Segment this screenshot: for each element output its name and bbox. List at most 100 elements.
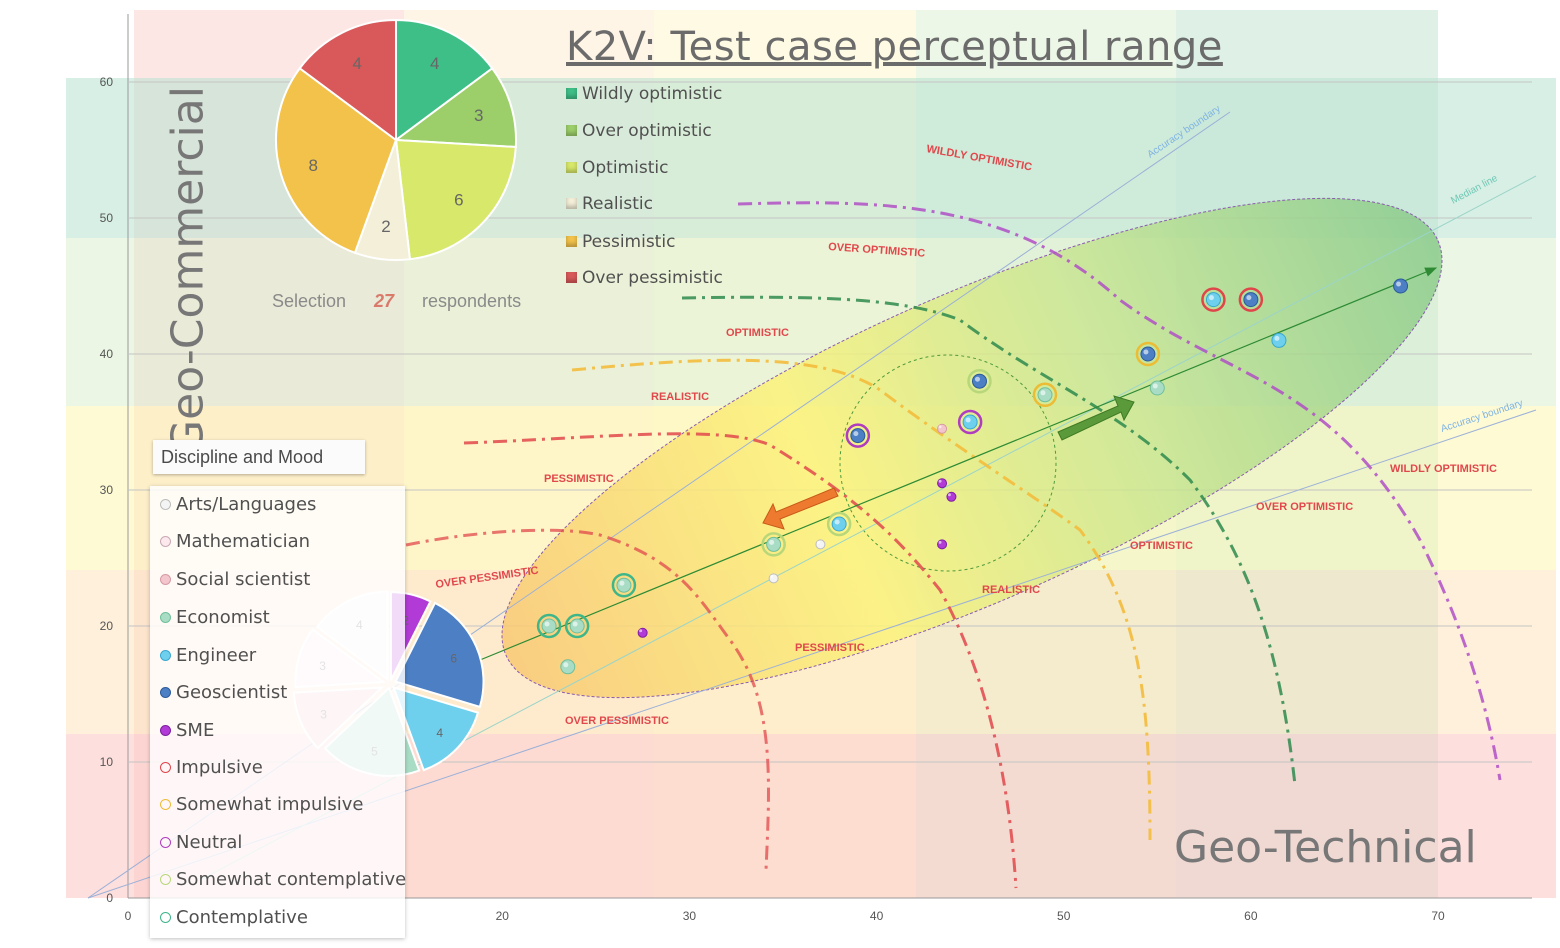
y-tick-label: 10 bbox=[100, 755, 114, 769]
legend-label: Optimistic bbox=[582, 158, 669, 178]
point-highlight bbox=[938, 425, 942, 429]
point-highlight bbox=[1152, 383, 1158, 389]
bias-pie-chart: 4 3 6 2 8 4 bbox=[275, 18, 517, 261]
point-marker bbox=[1037, 387, 1053, 403]
data-point bbox=[611, 572, 637, 598]
point-highlight bbox=[965, 417, 971, 423]
data-point bbox=[967, 368, 992, 394]
point-highlight bbox=[853, 431, 859, 437]
point-marker bbox=[1140, 346, 1156, 362]
data-point bbox=[536, 613, 562, 639]
legend-label: Wildly optimistic bbox=[582, 84, 723, 104]
pie-slice-label: 2 bbox=[381, 217, 390, 236]
point-marker bbox=[768, 573, 779, 584]
y-tick-label: 30 bbox=[100, 483, 114, 497]
pie-slice-label: 8 bbox=[308, 156, 317, 175]
data-point bbox=[937, 423, 948, 434]
legend-item-over-pessimistic: Over pessimistic bbox=[566, 268, 723, 288]
legend-swatch bbox=[566, 162, 577, 173]
x-tick-label: 20 bbox=[496, 909, 510, 923]
legend-label: Over optimistic bbox=[582, 121, 712, 141]
mood-ring bbox=[1201, 287, 1226, 312]
pie-slice bbox=[393, 66, 517, 149]
legend-swatch bbox=[566, 198, 577, 209]
legend-label: SME bbox=[176, 720, 215, 741]
point-marker bbox=[1271, 332, 1287, 348]
point-marker bbox=[1205, 292, 1221, 308]
pie-slice bbox=[395, 18, 494, 142]
point-marker bbox=[972, 373, 987, 389]
zone-label-lower-1: OVER OPTIMISTIC bbox=[1256, 501, 1353, 513]
mood-item-somewhat-contemplative: Somewhat contemplative bbox=[160, 869, 406, 890]
zone-label-lower-3: REALISTIC bbox=[982, 584, 1040, 596]
x-tick-label: 0 bbox=[125, 909, 132, 923]
legend-label: Economist bbox=[176, 607, 270, 628]
pie-slice-label: 4 bbox=[436, 726, 443, 740]
point-highlight bbox=[947, 493, 951, 497]
point-highlight bbox=[1246, 295, 1252, 301]
tick-labels: 0 10 20 30 40 50 60 0 20 30 40 50 60 70 bbox=[100, 75, 1445, 923]
mood-ring bbox=[1238, 287, 1264, 312]
legend-marker bbox=[160, 650, 171, 661]
mood-item-geoscientist: Geoscientist bbox=[160, 682, 287, 703]
mood-item-impulsive: Impulsive bbox=[160, 757, 263, 778]
pie-slice-label: 4 bbox=[352, 54, 361, 73]
point-highlight bbox=[769, 539, 775, 545]
legend-label: Over pessimistic bbox=[582, 268, 723, 288]
data-point bbox=[768, 573, 779, 584]
data-point bbox=[845, 423, 871, 448]
point-marker bbox=[1393, 278, 1409, 294]
legend-label: Impulsive bbox=[176, 757, 263, 778]
pie-slice-label: 2 bbox=[402, 613, 409, 627]
legend-label: Engineer bbox=[176, 645, 257, 666]
y-tick-label: 20 bbox=[100, 619, 114, 633]
legend-item-wildly-optimistic: Wildly optimistic bbox=[566, 84, 722, 104]
point-marker bbox=[937, 423, 948, 434]
data-point bbox=[1135, 341, 1161, 367]
point-highlight bbox=[639, 629, 643, 633]
data-point bbox=[957, 409, 983, 435]
legend-label: Mathematician bbox=[176, 531, 311, 552]
selection-label: Selection bbox=[272, 291, 347, 311]
point-marker bbox=[766, 536, 782, 552]
legend-item-optimistic: Optimistic bbox=[566, 158, 668, 178]
data-point bbox=[1393, 278, 1409, 294]
data-point bbox=[1032, 382, 1058, 408]
x-tick-label: 70 bbox=[1431, 909, 1445, 923]
point-highlight bbox=[975, 376, 980, 382]
legend-label: Geoscientist bbox=[176, 682, 288, 703]
legend-swatch bbox=[566, 125, 577, 136]
pie-slice bbox=[392, 685, 480, 772]
legend-marker bbox=[160, 536, 171, 547]
legend-label: Arts/Languages bbox=[176, 494, 317, 515]
point-highlight bbox=[1208, 295, 1214, 301]
point-highlight bbox=[1143, 349, 1149, 355]
data-point bbox=[946, 491, 957, 502]
mood-ring bbox=[536, 613, 562, 639]
mood-ring bbox=[611, 572, 637, 598]
zone-label-lower-2: OPTIMISTIC bbox=[1130, 540, 1193, 552]
x-axis-title: Geo-Technical bbox=[1174, 822, 1477, 873]
point-marker bbox=[569, 618, 585, 634]
point-highlight bbox=[563, 662, 569, 668]
legend-marker bbox=[160, 687, 171, 698]
x-tick-label: 40 bbox=[870, 909, 884, 923]
y-tick-label: 40 bbox=[100, 347, 114, 361]
data-point bbox=[937, 539, 948, 550]
legend-marker bbox=[160, 725, 171, 736]
zone-label-lower-4: PESSIMISTIC bbox=[795, 642, 865, 654]
mood-ring bbox=[761, 532, 786, 557]
legend-marker bbox=[160, 837, 171, 848]
legend-marker bbox=[160, 499, 171, 510]
data-point bbox=[1201, 287, 1226, 312]
mood-item-social-scientist: Social scientist bbox=[160, 569, 310, 590]
point-highlight bbox=[938, 479, 942, 483]
zone-label-upper-2: OPTIMISTIC bbox=[726, 327, 789, 339]
legend-label: Pessimistic bbox=[582, 232, 676, 252]
mood-item-economist: Economist bbox=[160, 607, 270, 628]
pie-slice-label: 3 bbox=[474, 106, 483, 125]
point-highlight bbox=[816, 540, 820, 544]
mood-ring bbox=[1135, 341, 1161, 367]
point-highlight bbox=[938, 540, 942, 544]
mood-ring bbox=[1032, 382, 1058, 408]
